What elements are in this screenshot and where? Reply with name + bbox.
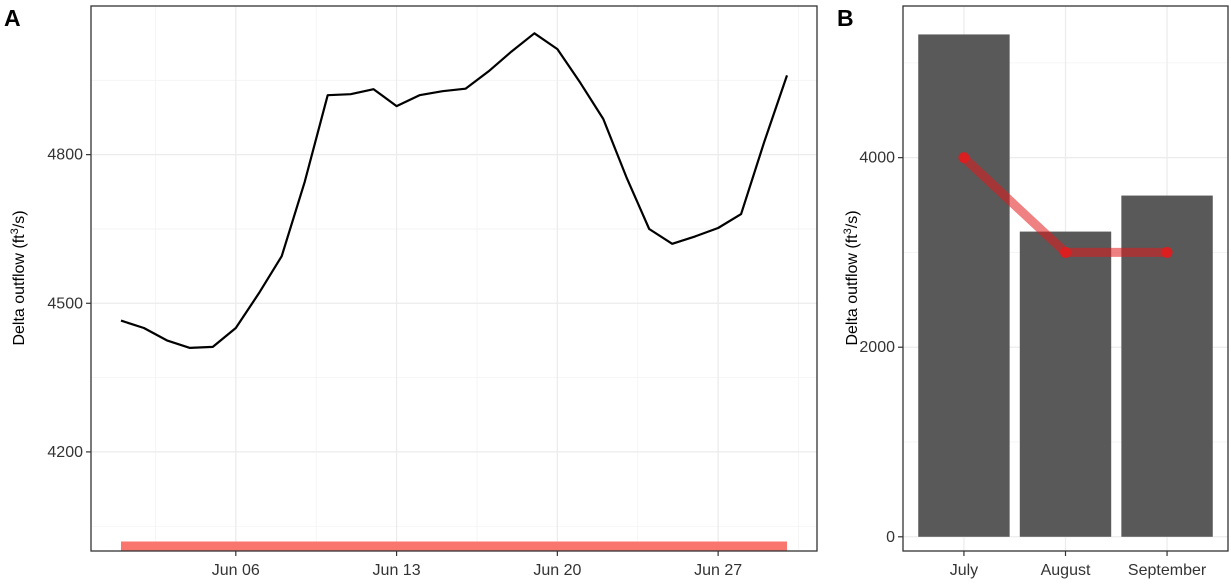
panel-b-y-tick-label: 4000: [859, 150, 895, 167]
panel-a-y-axis-title-main: Delta outflow (ft: [11, 234, 28, 346]
panel-b-target-point-september: [1161, 246, 1173, 258]
panel-a-y-tick-label: 4500: [47, 295, 83, 312]
panel-b-y-axis-title: Delta outflow (ft3/s): [842, 210, 861, 345]
panel-a-x-tick-label: Jun 27: [694, 562, 742, 579]
panel-a-label: A: [4, 5, 21, 31]
panel-b-bar-september: [1121, 195, 1213, 537]
panel-a-y-axis-title-tail: /s): [11, 210, 28, 228]
panel-a-border: [90, 5, 818, 552]
panel-b: B 0 2000 4000 July August September Delta ou…: [837, 5, 1229, 579]
panel-b-x-tick-label: September: [1128, 562, 1207, 579]
panel-b-x-ticks: July August September: [950, 551, 1207, 579]
panel-a-x-tick-label: Jun 20: [533, 562, 581, 579]
panel-b-x-tick-label: July: [950, 562, 978, 579]
panel-a-major-grid: [91, 6, 817, 551]
panel-b-x-tick-label: August: [1041, 562, 1091, 579]
panel-b-y-tick-label: 2000: [859, 339, 895, 356]
panel-b-y-axis-title-main: Delta outflow (ft: [844, 234, 861, 346]
panel-b-y-tick-label: 0: [886, 529, 895, 546]
panel-b-y-axis-title-tail: /s): [844, 210, 861, 228]
panel-a-y-ticks: 4200 4500 4800: [47, 147, 91, 461]
panel-b-series: [918, 34, 1213, 537]
panel-b-label: B: [837, 5, 854, 31]
panel-a-y-tick-label: 4200: [47, 444, 83, 461]
panel-b-bar-august: [1019, 231, 1112, 537]
panel-b-target-point-august: [1060, 246, 1071, 258]
panel-b-bar-july: [918, 34, 1010, 537]
panel-a-x-ticks: Jun 06 Jun 13 Jun 20 Jun 27: [212, 551, 742, 579]
panel-a-series: [120, 32, 789, 551]
panel-a-y-axis-title-sup: 3: [9, 228, 21, 234]
panel-a-background: [91, 6, 817, 551]
panel-b-target-point-july: [958, 152, 970, 164]
panel-a-y-tick-label: 4800: [47, 147, 83, 164]
panel-a-x-tick-label: Jun 13: [373, 562, 421, 579]
panel-a-x-tick-label: Jun 06: [212, 562, 260, 579]
panel-a-minor-grid: [91, 6, 817, 551]
panel-b-y-axis-title-sup: 3: [842, 228, 854, 234]
panel-a-y-axis-title: Delta outflow (ft3/s): [9, 210, 28, 345]
panel-b-y-ticks: 0 2000 4000: [859, 150, 903, 546]
panel-a-series-outflow-line: [120, 32, 789, 349]
